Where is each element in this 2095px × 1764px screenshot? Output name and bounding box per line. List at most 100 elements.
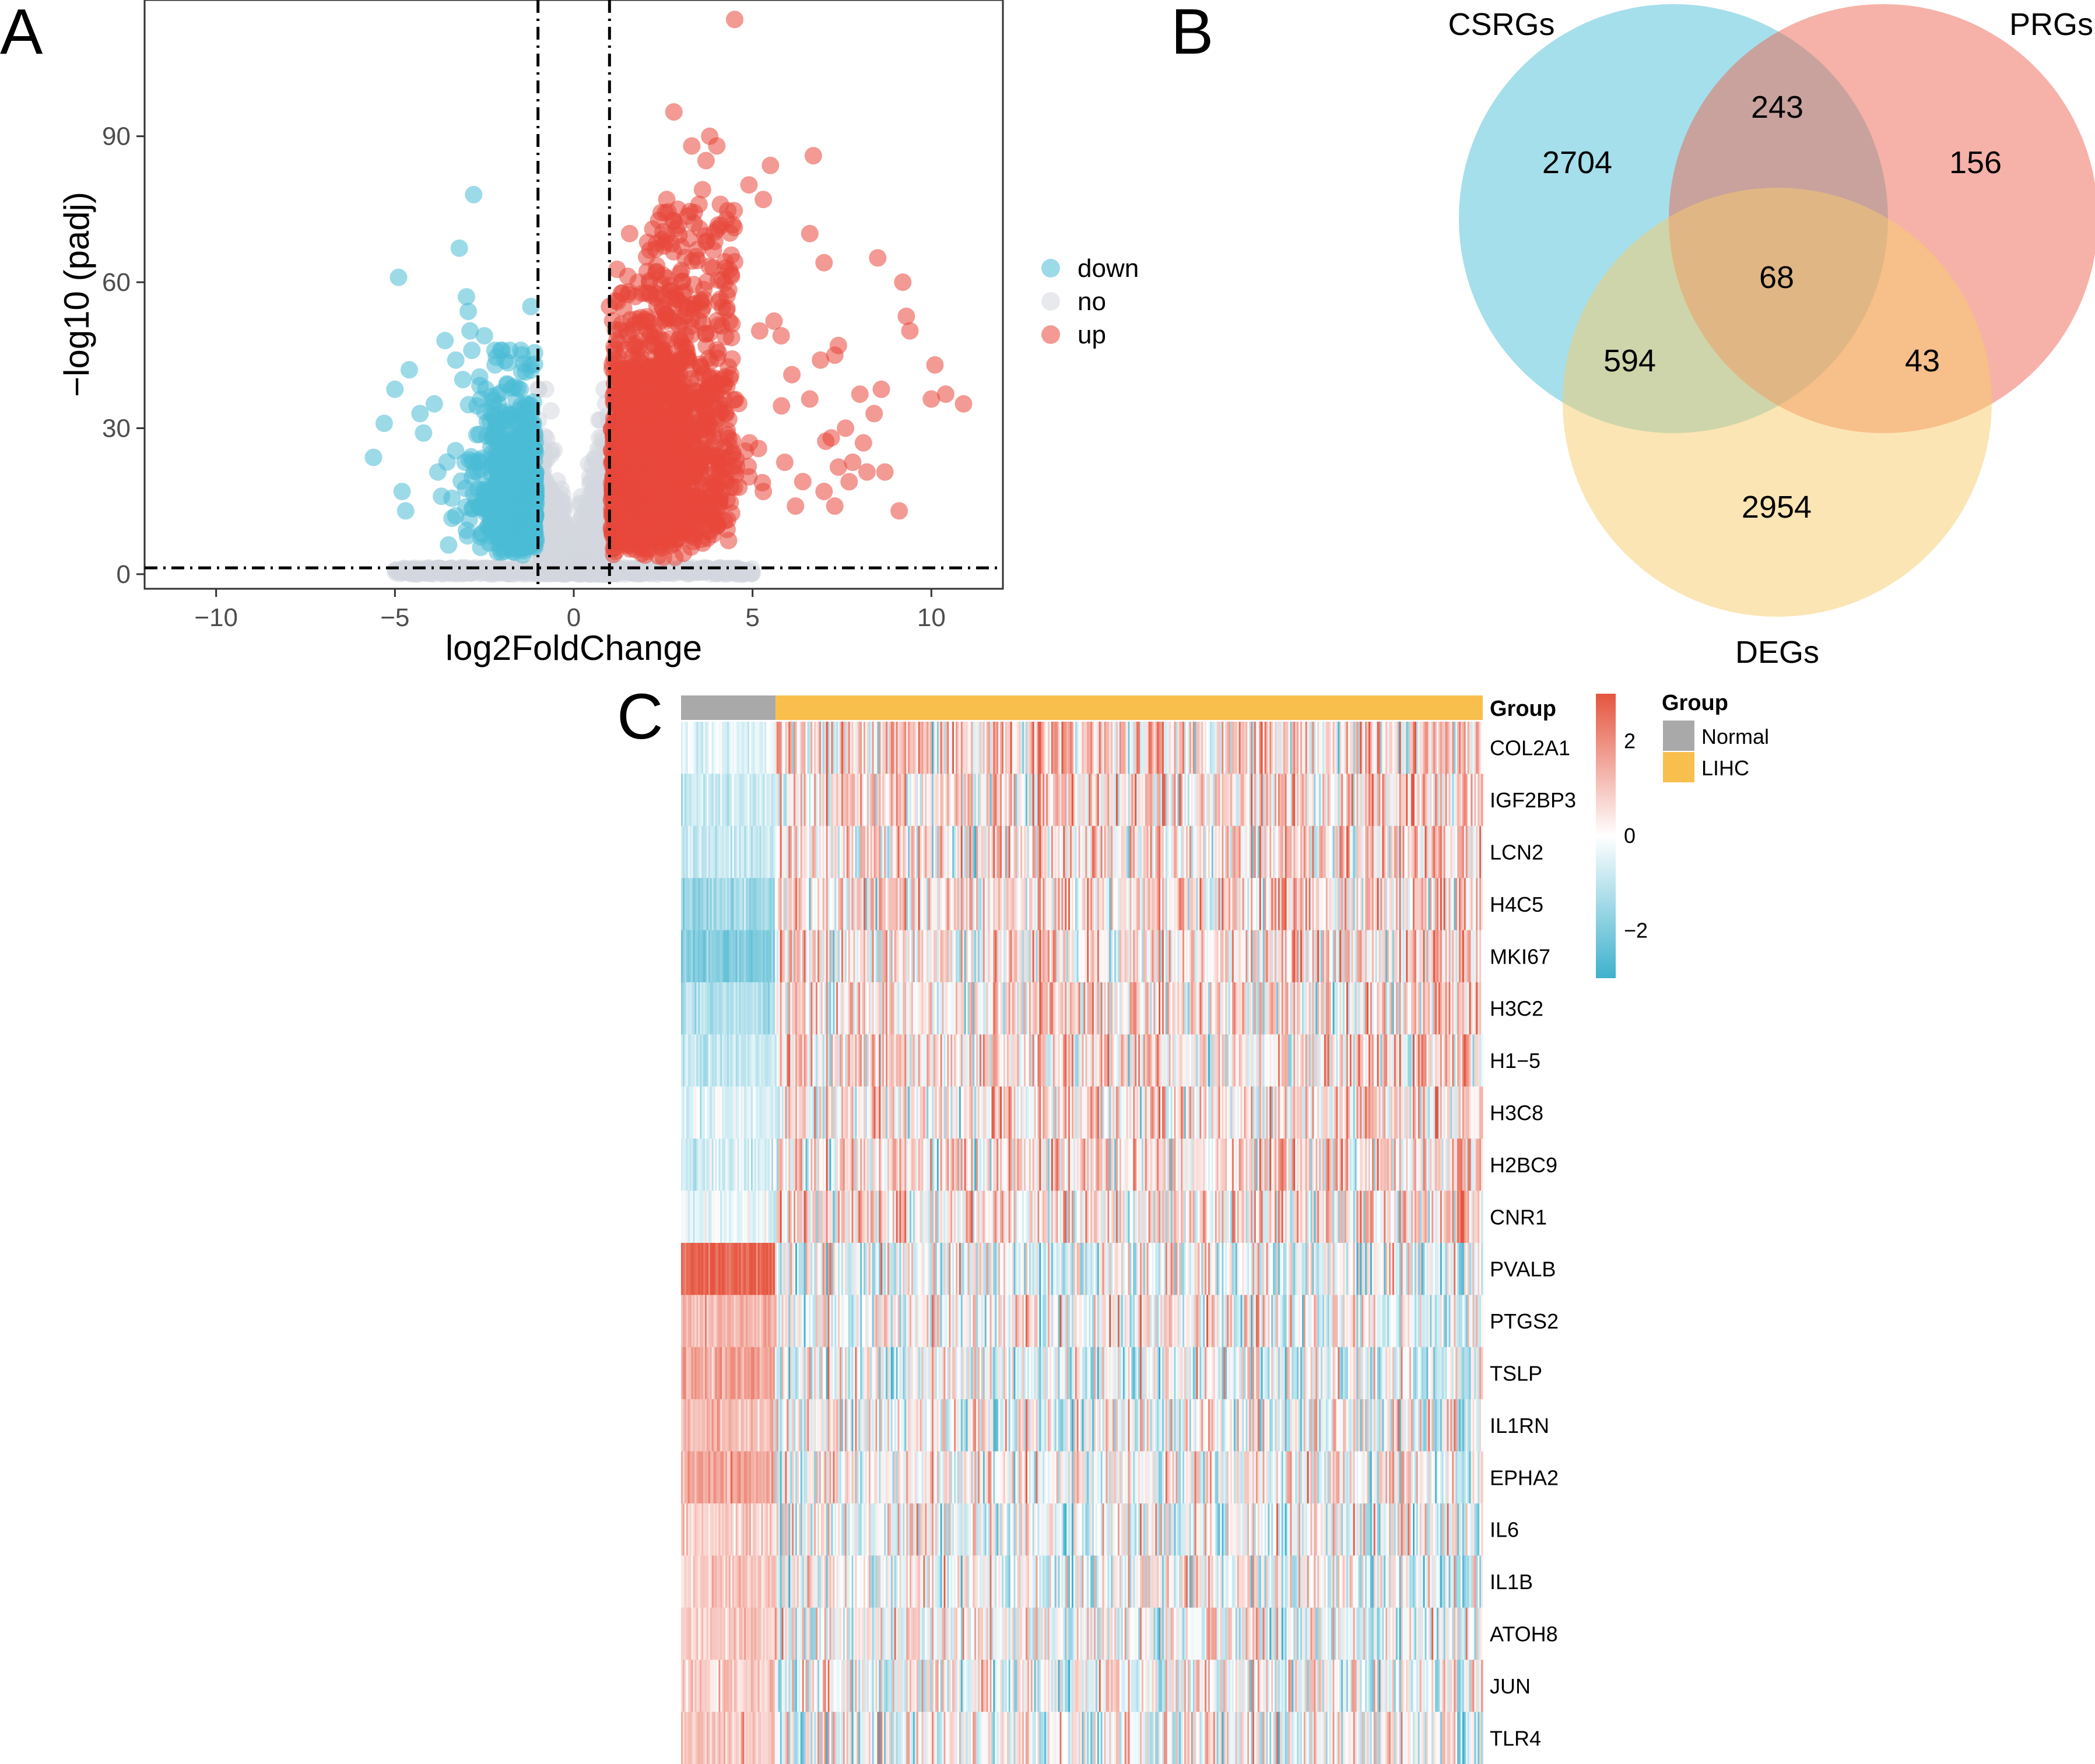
volcano-point-up (897, 307, 915, 325)
volcano-point-up (683, 252, 701, 270)
volcano-point-up (713, 371, 731, 388)
volcano-point-up (672, 333, 690, 351)
volcano-point-up (706, 464, 724, 482)
volcano-point-down (465, 185, 483, 203)
volcano-point-up (812, 351, 830, 369)
volcano-point-up (638, 308, 656, 326)
volcano-point-up (750, 322, 768, 340)
volcano-point-up (700, 444, 718, 462)
volcano-point-up (775, 454, 794, 471)
volcano-point-up (669, 529, 687, 547)
venn-count-prgs-degs: 43 (1905, 343, 1940, 378)
volcano-point-no (727, 563, 745, 581)
x-axis-title: log2FoldChange (445, 628, 702, 667)
volcano-point-up (829, 458, 847, 476)
volcano-point-up (637, 400, 655, 418)
volcano-point-up (700, 349, 718, 367)
volcano-point-up (872, 380, 890, 398)
volcano-point-up (851, 385, 869, 403)
volcano-point-down (447, 351, 465, 369)
volcano-point-no (549, 489, 567, 507)
volcano-point-up (673, 412, 691, 430)
volcano-point-up (740, 468, 758, 486)
volcano-point-up (655, 549, 672, 566)
volcano-point-no (585, 493, 603, 511)
volcano-point-up (705, 427, 723, 445)
volcano-point-down (501, 407, 520, 424)
volcano-point-down (450, 239, 468, 257)
venn-count-csrgs-only: 2704 (1542, 145, 1612, 180)
volcano-point-up (693, 181, 711, 199)
annotation-row-title: Group (1490, 697, 1556, 721)
volcano-point-up (640, 337, 658, 355)
volcano-point-no (480, 561, 499, 579)
volcano-point-up (718, 286, 736, 304)
volcano-point-up (605, 467, 623, 485)
volcano-point-up (815, 254, 833, 272)
volcano-point-down (513, 536, 531, 554)
volcano-point-up (721, 224, 739, 242)
volcano-point-up (858, 463, 876, 481)
volcano-point-up (840, 473, 858, 491)
volcano-point-up (815, 483, 833, 501)
volcano-point-up (926, 356, 944, 374)
volcano-point-up (682, 370, 700, 388)
volcano-point-no (391, 561, 409, 579)
volcano-point-down (485, 518, 503, 536)
volcano-point-up (648, 284, 666, 303)
volcano-point-up (676, 458, 693, 476)
y-tick-label: 0 (117, 560, 131, 589)
volcano-point-down (506, 378, 524, 396)
volcano-point-up (894, 273, 912, 291)
volcano-point-up (801, 390, 819, 408)
volcano-plot-area (143, 0, 1004, 590)
volcano-point-up (689, 414, 707, 433)
x-tick-label: 10 (917, 603, 946, 632)
volcano-point-up (629, 273, 647, 291)
volcano-point-up (794, 473, 812, 491)
volcano-point-up (628, 350, 646, 367)
volcano-point-down (454, 371, 472, 389)
legend-key-up (1041, 325, 1060, 344)
legend-label-up: up (1078, 321, 1106, 349)
volcano-point-up (722, 329, 741, 347)
volcano-point-up (724, 431, 742, 449)
volcano-point-down (425, 395, 443, 413)
volcano-point-down (511, 463, 529, 481)
legend-key-down (1041, 259, 1060, 277)
venn-set-label-csrgs: CSRGs (1448, 7, 1554, 42)
volcano-point-up (772, 327, 790, 345)
volcano-point-no (548, 511, 566, 529)
volcano-point-no (580, 518, 598, 536)
volcano-point-up (697, 152, 715, 170)
volcano-point-down (375, 414, 393, 433)
volcano-point-up (683, 137, 701, 155)
volcano-point-down (440, 536, 458, 554)
volcano-point-up (890, 502, 908, 520)
x-tick-label: 5 (745, 603, 759, 632)
legend-label-down: down (1078, 254, 1139, 283)
volcano-point-down (433, 487, 451, 505)
volcano-point-no (580, 455, 598, 473)
volcano-point-down (493, 434, 511, 452)
volcano-point-up (741, 434, 759, 452)
volcano-point-down (436, 332, 454, 350)
volcano-point-up (755, 483, 773, 501)
volcano-point-up (647, 263, 665, 282)
volcano-point-down (489, 543, 507, 561)
volcano-point-up (706, 223, 724, 241)
venn-count-csrgs-degs: 594 (1603, 343, 1656, 378)
heatmap-cell (1481, 774, 1483, 827)
volcano-point-up (670, 226, 688, 244)
venn-set-label-degs: DEGs (1735, 635, 1819, 670)
volcano-point-up (954, 395, 973, 413)
volcano-point-up (616, 509, 634, 527)
volcano-point-down (463, 500, 481, 518)
volcano-point-down (518, 395, 535, 413)
volcano-point-up (690, 195, 708, 213)
volcano-point-up (718, 301, 736, 319)
volcano-point-up (787, 497, 805, 515)
volcano-point-up (665, 103, 683, 121)
